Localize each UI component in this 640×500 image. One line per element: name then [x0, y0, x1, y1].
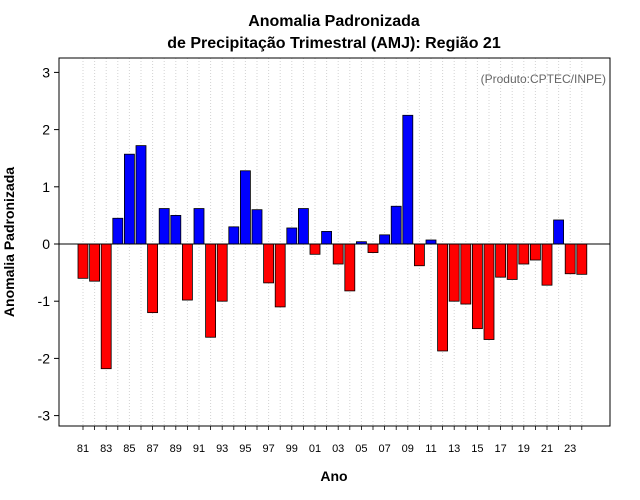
bar-97: [263, 243, 275, 284]
bar-82: [89, 243, 100, 282]
y-tick-label: -1: [38, 293, 51, 309]
x-tick-label: 01: [309, 443, 321, 455]
x-tick-label: 03: [332, 443, 344, 455]
x-tick-label: 99: [286, 443, 298, 455]
x-tick-label: 97: [262, 443, 274, 455]
bar-19: [518, 243, 530, 265]
bar-08: [390, 205, 402, 245]
x-tick-label: 07: [378, 443, 390, 455]
x-tick-label: 13: [448, 443, 460, 455]
bar-03: [332, 243, 344, 265]
bar-20: [530, 243, 541, 261]
x-tick-label: 91: [193, 443, 205, 455]
bar-10: [413, 243, 425, 267]
bar-09: [402, 114, 414, 245]
y-axis-title: Anomalia Padronizada: [1, 167, 17, 317]
bar-15: [471, 243, 483, 330]
bar-98: [274, 243, 286, 308]
bar-16: [483, 243, 495, 340]
x-axis-title: Ano: [320, 468, 347, 484]
bar-95: [239, 170, 251, 245]
bar-89: [170, 214, 182, 245]
bar-85: [124, 153, 135, 245]
credit-text: (Produto:CPTEC/INPE): [481, 72, 606, 86]
chart-title-line-2: de Precipitação Trimestral (AMJ): Região…: [167, 35, 501, 52]
bar-23: [564, 243, 576, 275]
x-tick-label: 93: [216, 443, 228, 455]
bar-24: [576, 243, 588, 275]
bar-13: [448, 243, 460, 302]
x-tick-label: 21: [541, 443, 553, 455]
bar-86: [135, 145, 147, 245]
bar-90: [181, 243, 193, 301]
y-tick-label: 2: [42, 122, 50, 138]
y-tick-label: 0: [42, 236, 50, 252]
x-tick-label: 09: [402, 443, 414, 455]
bar-11: [425, 239, 437, 245]
bars: [77, 114, 588, 370]
bar-14: [460, 243, 472, 305]
plot-frame: [58, 57, 611, 427]
x-tick-label: 85: [123, 443, 135, 455]
x-tick-label: 19: [518, 443, 530, 455]
chart-title-line-1: Anomalia Padronizada: [248, 13, 420, 30]
bar-04: [344, 243, 356, 292]
x-tick-label: 17: [494, 443, 506, 455]
bar-21: [541, 243, 553, 286]
bar-00: [297, 208, 309, 245]
bar-02: [321, 231, 333, 245]
bar-91: [193, 208, 205, 245]
bar-18: [506, 243, 518, 280]
bar-87: [147, 243, 159, 314]
bar-93: [216, 243, 228, 302]
bar-22: [553, 219, 564, 245]
y-tick-label: -3: [38, 408, 51, 424]
bar-84: [112, 217, 124, 245]
y-tick-label: 3: [42, 64, 50, 80]
bar-01: [309, 243, 321, 255]
bar-99: [286, 227, 298, 245]
x-tick-label: 89: [170, 443, 182, 455]
x-tick-label: 87: [146, 443, 158, 455]
x-tick-label: 15: [471, 443, 483, 455]
y-tick-label: -2: [38, 350, 51, 366]
x-tick-label: 81: [77, 443, 89, 455]
bar-17: [495, 243, 507, 278]
bar-07: [379, 234, 391, 245]
bar-94: [228, 226, 240, 245]
x-tick-label: 83: [100, 443, 112, 455]
bar-12: [437, 243, 449, 352]
y-tick-label: 1: [42, 179, 50, 195]
bar-96: [251, 209, 263, 245]
bar-81: [77, 243, 89, 279]
x-tick-label: 11: [425, 443, 436, 455]
bar-83: [100, 243, 112, 370]
bar-88: [158, 208, 170, 245]
bar-92: [205, 243, 217, 338]
x-tick-label: 05: [355, 443, 367, 455]
x-tick-label: 23: [564, 443, 576, 455]
bar-06: [367, 243, 379, 253]
grid-lines: [82, 58, 583, 426]
x-tick-label: 95: [239, 443, 251, 455]
